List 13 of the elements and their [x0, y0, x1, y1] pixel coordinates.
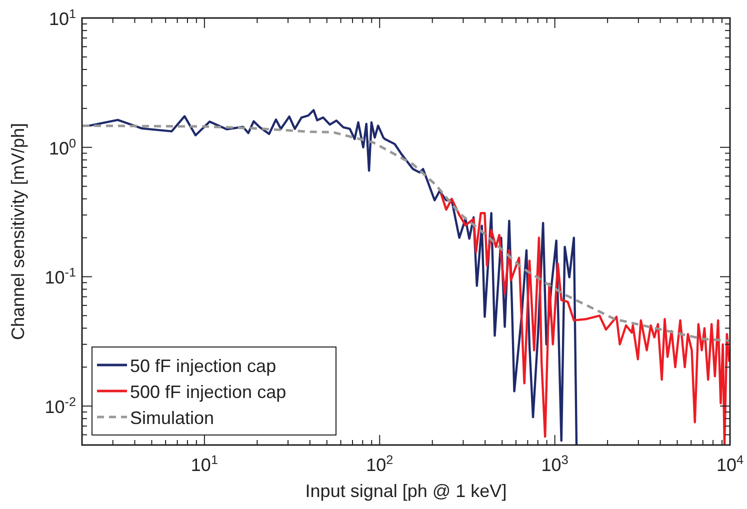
x-tick-label: 10$^{1}$	[190, 453, 218, 475]
x-tick-label: 10$^{3}$	[541, 453, 568, 475]
legend-label: 500 fF injection cap	[130, 382, 286, 402]
y-tick-label: 10$^{-1}$	[44, 266, 76, 288]
y-tick-label: 10$^{0}$	[48, 136, 76, 158]
x-tick-label: 10$^{2}$	[366, 453, 394, 475]
x-tick-label: 10$^{4}$	[716, 453, 744, 475]
y-tick-label: 10$^{-2}$	[44, 395, 76, 418]
y-axis-title: Channel sensitivity [mV/ph]	[8, 122, 28, 340]
legend-label: Simulation	[130, 408, 214, 428]
y-tick-label: 10$^{1}$	[48, 7, 76, 29]
legend-label: 50 fF injection cap	[130, 356, 276, 376]
x-axis-title: Input signal [ph @ 1 keV]	[305, 481, 507, 501]
